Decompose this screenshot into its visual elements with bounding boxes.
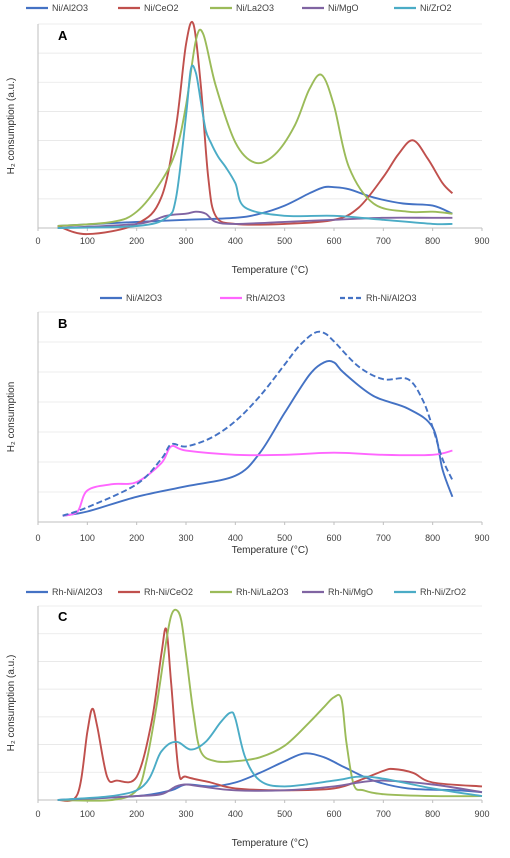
legend-label: Rh-Ni/Al2O3 — [366, 293, 417, 303]
legend-label: Rh-Ni/Al2O3 — [52, 587, 103, 597]
x-tick-label: 100 — [80, 533, 95, 543]
x-tick-label: 900 — [474, 236, 489, 246]
x-tick-label: 400 — [228, 809, 243, 819]
series-line — [57, 779, 483, 801]
x-tick-label: 100 — [80, 236, 95, 246]
legend-label: Ni/MgO — [328, 3, 359, 13]
legend-label: Rh-Ni/La2O3 — [236, 587, 289, 597]
x-tick-label: 300 — [178, 236, 193, 246]
panel-label: B — [58, 316, 67, 331]
x-tick-label: 100 — [80, 809, 95, 819]
x-tick-label: 600 — [326, 809, 341, 819]
series-line — [57, 64, 453, 229]
x-tick-label: 0 — [35, 236, 40, 246]
x-tick-label: 200 — [129, 533, 144, 543]
legend-label: Ni/Al2O3 — [52, 3, 88, 13]
series-line — [57, 752, 483, 801]
y-axis-label: H₂ consumption (a.u.) — [6, 78, 17, 175]
x-tick-label: 0 — [35, 809, 40, 819]
legend-label: Ni/Al2O3 — [126, 293, 162, 303]
x-axis-label: Temperature (°C) — [232, 265, 309, 276]
legend-label: Rh-Ni/MgO — [328, 587, 373, 597]
x-tick-label: 700 — [376, 533, 391, 543]
x-tick-label: 600 — [326, 236, 341, 246]
x-tick-label: 500 — [277, 533, 292, 543]
series-line — [62, 359, 454, 517]
panel-label: C — [58, 609, 68, 624]
series-line — [57, 608, 483, 802]
x-axis-label: Temperature (°C) — [232, 545, 309, 556]
series-line — [57, 627, 483, 802]
panel-b: 0 100 200 300 400 500 600 700 800 900 Temperature … — [6, 293, 490, 556]
series-line — [57, 28, 453, 227]
panel-c: 0 100 200 300 400 500 600 700 800 900 Temperature … — [6, 587, 490, 849]
series-line — [57, 711, 483, 801]
series-line — [62, 444, 453, 517]
x-tick-label: 300 — [178, 533, 193, 543]
series-line — [57, 210, 453, 229]
panel-label: A — [58, 28, 68, 43]
x-tick-label: 500 — [277, 236, 292, 246]
x-axis-label: Temperature (°C) — [232, 838, 309, 849]
y-axis-label: H₂ consumption — [6, 382, 17, 453]
legend-label: Ni/CeO2 — [144, 3, 179, 13]
x-tick-label: 800 — [425, 236, 440, 246]
legend-label: Ni/ZrO2 — [420, 3, 452, 13]
x-tick-label: 800 — [425, 809, 440, 819]
x-tick-label: 900 — [474, 533, 489, 543]
x-tick-label: 800 — [425, 533, 440, 543]
legend-label: Rh-Ni/ZrO2 — [420, 587, 466, 597]
series-line — [62, 330, 454, 517]
x-tick-label: 400 — [228, 236, 243, 246]
x-tick-label: 300 — [178, 809, 193, 819]
x-tick-label: 200 — [129, 236, 144, 246]
x-tick-label: 700 — [376, 809, 391, 819]
legend-label: Rh-Ni/CeO2 — [144, 587, 193, 597]
panel-a: 0 100 200 300 400 500 600 700 800 900 Temperature … — [6, 3, 490, 276]
legend-label: Ni/La2O3 — [236, 3, 274, 13]
legend-label: Rh/Al2O3 — [246, 293, 285, 303]
x-tick-label: 0 — [35, 533, 40, 543]
x-tick-label: 500 — [277, 809, 292, 819]
series-line — [57, 20, 454, 236]
x-tick-label: 200 — [129, 809, 144, 819]
x-tick-label: 900 — [474, 809, 489, 819]
y-axis-label: H₂ consumption (a.u.) — [6, 655, 17, 752]
x-tick-label: 700 — [376, 236, 391, 246]
series-line — [57, 185, 453, 227]
x-tick-label: 600 — [326, 533, 341, 543]
x-tick-label: 400 — [228, 533, 243, 543]
